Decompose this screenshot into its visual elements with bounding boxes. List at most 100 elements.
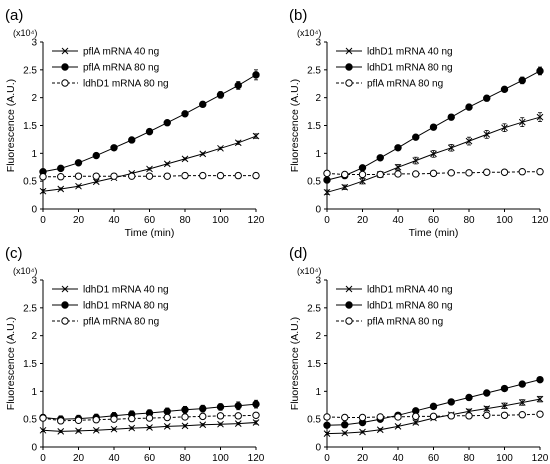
data-point: [110, 425, 118, 433]
data-point: [128, 414, 136, 423]
series-3: [39, 411, 260, 425]
data-point: [429, 402, 438, 411]
y-tick-label: 1: [31, 387, 37, 398]
legend-marker: [61, 79, 69, 87]
legend-label: pflA mRNA 80 ng: [83, 317, 159, 328]
data-point: [359, 428, 366, 436]
x-tick-label: 20: [357, 215, 369, 226]
data-point: [465, 393, 473, 402]
data-point: [376, 170, 384, 179]
x-tick-label: 0: [40, 453, 46, 464]
x-tick-label: 80: [179, 215, 191, 226]
legend-marker: [61, 317, 69, 325]
y-tick-label: 2: [31, 331, 37, 342]
panel-4: (d)(x10⁴)00.511.522.53020406080100120Tim…: [289, 245, 549, 464]
x-tick-label: 100: [496, 215, 513, 226]
data-point: [465, 412, 473, 420]
series-1: [39, 132, 260, 195]
x-tick-label: 0: [324, 453, 330, 464]
data-point: [39, 173, 47, 181]
data-point: [358, 164, 367, 172]
data-point: [199, 412, 207, 421]
data-point: [501, 402, 508, 410]
y-multiplier: (x10⁴): [13, 28, 37, 38]
data-point: [447, 169, 455, 177]
data-point: [394, 423, 402, 430]
legend-item: ldhD1 mRNA 40 ng: [336, 47, 453, 58]
legend-label: ldhD1 mRNA 80 ng: [83, 79, 169, 90]
data-point: [394, 413, 402, 421]
data-point: [483, 411, 491, 419]
legend-marker: [345, 63, 353, 71]
data-point: [252, 132, 260, 140]
legend-label: pflA mRNA 80 ng: [367, 317, 443, 328]
y-tick-label: 1: [31, 149, 37, 160]
data-point: [75, 427, 82, 435]
y-tick-label: 3: [315, 38, 321, 49]
data-point: [216, 403, 225, 411]
data-point: [465, 137, 473, 145]
data-point: [146, 165, 153, 173]
y-multiplier: (x10⁴): [297, 28, 321, 38]
legend-item: pflA mRNA 80 ng: [52, 317, 159, 328]
y-tick-label: 2.5: [307, 65, 321, 76]
data-point: [465, 103, 473, 111]
legend-marker: [61, 301, 69, 309]
legend-item: pflA mRNA 80 ng: [52, 63, 159, 74]
data-point: [536, 375, 544, 384]
data-point: [145, 127, 154, 136]
data-point: [358, 413, 367, 422]
legend-item: ldhD1 mRNA 80 ng: [52, 79, 169, 90]
data-point: [181, 171, 189, 180]
data-point: [216, 412, 225, 420]
data-point: [145, 414, 154, 422]
series-2: [39, 69, 260, 176]
panel-label: (b): [289, 7, 307, 24]
data-point: [57, 185, 65, 193]
y-tick-label: 1.5: [307, 121, 321, 132]
data-point: [394, 144, 402, 152]
data-point: [518, 168, 526, 176]
data-point: [39, 426, 47, 434]
y-multiplier: (x10⁴): [13, 266, 37, 276]
x-tick-label: 20: [357, 453, 369, 464]
legend-marker: [345, 47, 353, 55]
data-point: [412, 133, 420, 141]
series-3: [323, 168, 544, 179]
legend-marker: [61, 63, 69, 71]
data-point: [199, 421, 207, 429]
x-tick-label: 20: [73, 453, 85, 464]
data-point: [536, 410, 544, 418]
y-tick-label: 0.5: [23, 177, 37, 188]
data-point: [518, 76, 526, 85]
x-tick-label: 100: [212, 215, 229, 226]
data-point: [483, 168, 491, 176]
data-point: [163, 407, 171, 416]
y-tick-label: 1.5: [23, 121, 37, 132]
data-point: [74, 416, 83, 424]
data-point: [518, 411, 526, 419]
data-point: [536, 113, 544, 121]
legend-marker: [61, 285, 69, 293]
series-3: [323, 410, 544, 422]
data-point: [323, 188, 331, 196]
legend-label: ldhD1 mRNA 80 ng: [83, 301, 169, 312]
x-tick-label: 80: [179, 453, 191, 464]
data-point: [341, 170, 349, 179]
data-point: [199, 404, 207, 413]
legend-marker: [61, 47, 69, 55]
data-point: [163, 423, 171, 430]
data-point: [128, 172, 136, 180]
data-point: [465, 169, 473, 177]
legend-marker: [345, 317, 353, 325]
data-point: [341, 413, 349, 422]
data-point: [323, 430, 331, 437]
legend-item: ldhD1 mRNA 80 ng: [52, 301, 169, 312]
data-point: [74, 159, 83, 167]
panel-label: (c): [5, 245, 23, 262]
y-tick-label: 0: [315, 205, 321, 216]
data-point: [57, 164, 65, 173]
data-point: [500, 168, 509, 176]
data-point: [234, 139, 242, 147]
data-point: [518, 118, 526, 126]
